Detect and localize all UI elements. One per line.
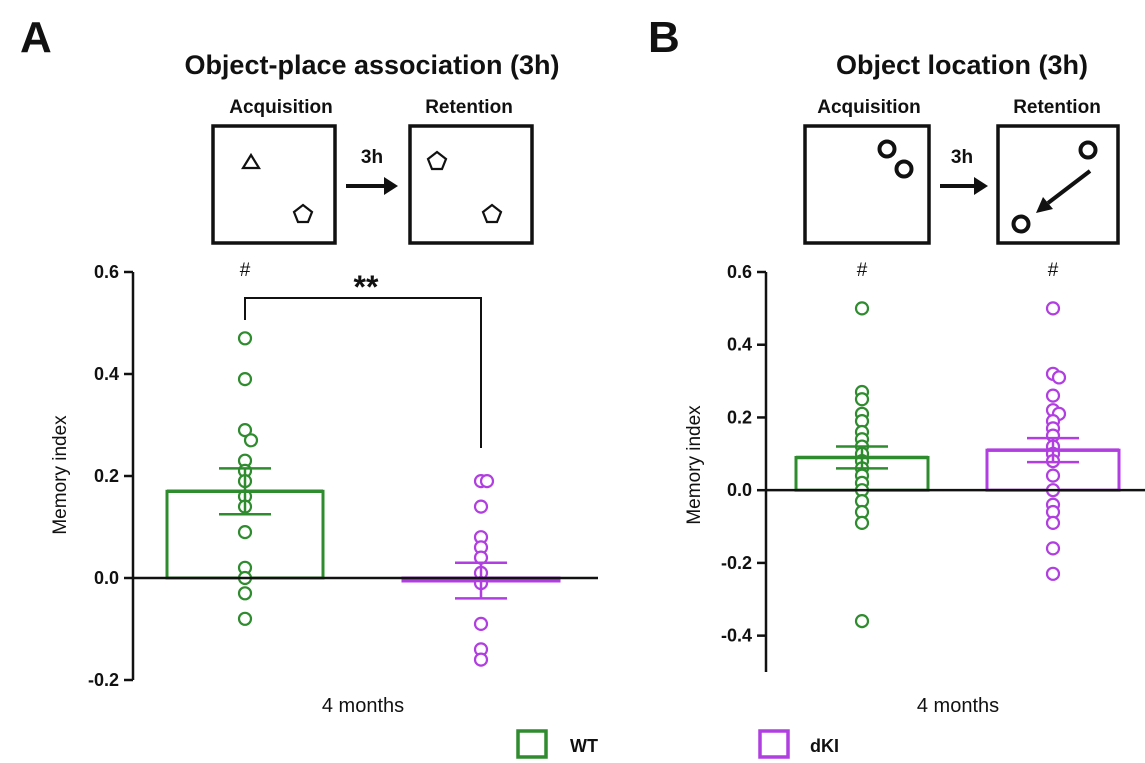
data-point-dki xyxy=(1045,515,1061,531)
retention-arena xyxy=(408,124,534,245)
legend-item-wt: WT xyxy=(516,729,598,759)
circle-icon xyxy=(894,159,914,179)
y-tick-label: 0.6 xyxy=(94,262,119,282)
acquisition-arena xyxy=(803,124,931,245)
hash-marker: # xyxy=(857,260,868,281)
data-point-dki xyxy=(473,652,489,667)
panel-a: A Object-place association (3h) Acquisit… xyxy=(20,13,598,717)
data-points xyxy=(237,331,495,667)
pentagon-icon xyxy=(481,203,503,224)
data-point-wt xyxy=(237,611,253,626)
delay-label: 3h xyxy=(361,147,383,168)
data-point-wt xyxy=(237,586,253,601)
data-point-dki xyxy=(473,499,489,514)
data-point-wt xyxy=(237,524,253,540)
arrow-icon xyxy=(940,177,988,195)
pentagon-icon xyxy=(426,150,448,171)
data-point-wt xyxy=(237,372,253,387)
data-point-dki xyxy=(1045,388,1061,403)
data-point-wt xyxy=(237,423,253,438)
acquisition-label: Acquisition xyxy=(817,97,920,118)
data-point-wt xyxy=(854,392,870,407)
data-point-dki xyxy=(1045,301,1061,316)
y-axis-label: Memory index xyxy=(50,415,71,535)
data-point-dki xyxy=(1045,541,1061,556)
y-ticks: -0.2 0.0 0.2 0.4 0.6 xyxy=(88,262,133,690)
triangle-icon xyxy=(241,152,261,170)
data-points xyxy=(854,301,1067,629)
y-tick-label: 0.4 xyxy=(727,335,752,355)
legend-swatch-wt xyxy=(516,729,548,759)
legend-item-dki: dKI xyxy=(758,729,839,759)
y-axis-label: Memory index xyxy=(684,405,705,525)
panel-title: Object location (3h) xyxy=(836,50,1088,80)
hash-marker: # xyxy=(240,260,251,281)
legend-swatch-dki xyxy=(758,729,790,759)
retention-label: Retention xyxy=(425,97,513,118)
data-point-dki xyxy=(1045,468,1061,483)
chart-a: Memory index -0.2 0.0 0.2 0.4 0.6 # ** 4 mon… xyxy=(50,260,598,717)
y-tick-label: 0.6 xyxy=(727,262,752,282)
panel-b: B Object location (3h) Acquisition Reten… xyxy=(648,13,1145,717)
y-tick-label: 0.2 xyxy=(94,466,119,486)
y-tick-label: 0.2 xyxy=(727,407,752,427)
y-tick-label: 0.4 xyxy=(94,364,119,384)
data-point-wt xyxy=(854,515,870,531)
error-bars xyxy=(167,467,559,600)
retention-arena xyxy=(996,124,1120,245)
panel-letter: B xyxy=(648,13,680,62)
retention-label: Retention xyxy=(1013,97,1101,118)
panel-title: Object-place association (3h) xyxy=(184,50,559,80)
delay-label: 3h xyxy=(951,147,973,168)
y-tick-label: 0.0 xyxy=(727,480,752,500)
circle-icon xyxy=(1011,214,1031,234)
acquisition-arena xyxy=(211,124,337,245)
data-point-dki xyxy=(1051,370,1067,385)
x-axis-label: 4 months xyxy=(322,695,404,717)
bars xyxy=(165,489,561,583)
data-point-wt xyxy=(854,301,870,316)
x-axis-label: 4 months xyxy=(917,695,999,717)
acquisition-label: Acquisition xyxy=(229,97,332,118)
data-point-wt xyxy=(854,613,870,629)
y-ticks: -0.4 -0.2 0.0 0.2 0.4 0.6 xyxy=(721,262,766,646)
y-tick-label: -0.2 xyxy=(721,553,752,573)
legend-label: WT xyxy=(570,736,598,756)
schematic: Acquisition Retention 3h xyxy=(803,97,1120,245)
data-point-dki xyxy=(473,616,489,632)
y-tick-label: -0.2 xyxy=(88,670,119,690)
panel-letter: A xyxy=(20,13,52,62)
significance-label: ** xyxy=(354,269,379,305)
schematic: Acquisition Retention 3h xyxy=(211,97,534,245)
pentagon-icon xyxy=(292,203,314,224)
circle-icon xyxy=(1078,140,1098,160)
legend: WT dKI xyxy=(516,729,839,759)
y-tick-label: 0.0 xyxy=(94,568,119,588)
circle-icon xyxy=(877,139,897,159)
y-tick-label: -0.4 xyxy=(721,626,752,646)
data-point-dki xyxy=(479,474,495,489)
hash-marker: # xyxy=(1048,260,1059,281)
data-point-dki xyxy=(1045,566,1061,581)
arrow-icon xyxy=(346,177,398,195)
significance-bracket xyxy=(244,297,482,448)
legend-label: dKI xyxy=(810,736,839,756)
error-bars xyxy=(796,436,1119,470)
arrow-icon xyxy=(1036,169,1092,213)
data-point-wt xyxy=(243,433,259,448)
chart-b: Memory index -0.4 -0.2 0.0 0.2 0.4 0.6 # # 4 … xyxy=(684,260,1145,717)
data-point-wt xyxy=(237,331,253,346)
